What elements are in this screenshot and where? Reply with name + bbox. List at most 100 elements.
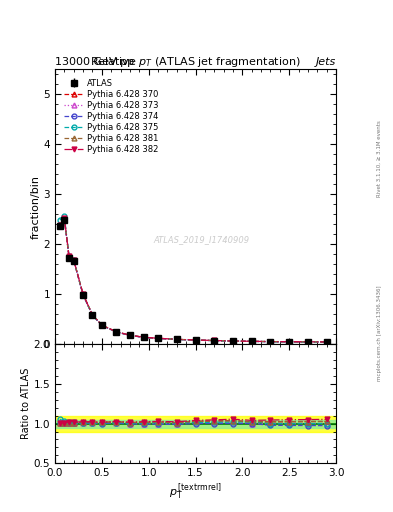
Text: Rivet 3.1.10, ≥ 3.1M events: Rivet 3.1.10, ≥ 3.1M events bbox=[377, 120, 382, 197]
Pythia 6.428 382 bbox=[324, 339, 329, 345]
Pythia 6.428 374 bbox=[324, 339, 329, 345]
Pythia 6.428 373 bbox=[174, 336, 179, 343]
Pythia 6.428 370 bbox=[324, 339, 329, 345]
Pythia 6.428 381 bbox=[174, 336, 179, 343]
Pythia 6.428 374 bbox=[141, 334, 146, 340]
Pythia 6.428 373 bbox=[81, 292, 86, 298]
Pythia 6.428 381 bbox=[62, 216, 67, 222]
Pythia 6.428 381 bbox=[287, 338, 292, 345]
Legend: ATLAS, Pythia 6.428 370, Pythia 6.428 373, Pythia 6.428 374, Pythia 6.428 375, P: ATLAS, Pythia 6.428 370, Pythia 6.428 37… bbox=[61, 75, 162, 157]
Pythia 6.428 381 bbox=[193, 337, 198, 343]
Pythia 6.428 382 bbox=[81, 291, 86, 297]
Pythia 6.428 373 bbox=[99, 322, 104, 328]
Pythia 6.428 373 bbox=[156, 335, 160, 342]
Pythia 6.428 382 bbox=[174, 336, 179, 343]
Pythia 6.428 375 bbox=[57, 217, 62, 223]
Pythia 6.428 373 bbox=[324, 339, 329, 345]
Pythia 6.428 373 bbox=[57, 223, 62, 229]
Line: Pythia 6.428 374: Pythia 6.428 374 bbox=[57, 217, 329, 345]
Pythia 6.428 382 bbox=[99, 322, 104, 328]
Pythia 6.428 381 bbox=[268, 338, 273, 345]
Pythia 6.428 370 bbox=[287, 338, 292, 345]
Pythia 6.428 374 bbox=[193, 337, 198, 343]
Line: Pythia 6.428 373: Pythia 6.428 373 bbox=[57, 217, 329, 345]
Pythia 6.428 374 bbox=[57, 223, 62, 229]
Pythia 6.428 375 bbox=[231, 338, 235, 344]
Pythia 6.428 370 bbox=[67, 254, 72, 260]
Pythia 6.428 373 bbox=[231, 338, 235, 344]
Pythia 6.428 382 bbox=[128, 332, 132, 338]
Pythia 6.428 373 bbox=[287, 339, 292, 345]
Pythia 6.428 382 bbox=[57, 222, 62, 228]
Pythia 6.428 373 bbox=[128, 332, 132, 338]
Line: Pythia 6.428 375: Pythia 6.428 375 bbox=[57, 214, 329, 345]
Pythia 6.428 375 bbox=[62, 214, 67, 220]
Pythia 6.428 382 bbox=[62, 216, 67, 222]
Bar bbox=[55, 416, 336, 432]
Pythia 6.428 370 bbox=[268, 338, 273, 345]
Text: 13000 GeV pp: 13000 GeV pp bbox=[55, 56, 134, 67]
Pythia 6.428 381 bbox=[212, 337, 217, 344]
Pythia 6.428 375 bbox=[324, 339, 329, 345]
Pythia 6.428 374 bbox=[174, 336, 179, 343]
Text: ATLAS_2019_I1740909: ATLAS_2019_I1740909 bbox=[153, 235, 249, 244]
Pythia 6.428 381 bbox=[67, 254, 72, 260]
Text: mcplots.cern.ch [arXiv:1306.3436]: mcplots.cern.ch [arXiv:1306.3436] bbox=[377, 285, 382, 380]
Pythia 6.428 373 bbox=[268, 338, 273, 345]
Pythia 6.428 381 bbox=[128, 332, 132, 338]
Line: Pythia 6.428 370: Pythia 6.428 370 bbox=[57, 217, 329, 345]
Pythia 6.428 370 bbox=[193, 337, 198, 343]
Pythia 6.428 373 bbox=[212, 337, 217, 344]
Pythia 6.428 374 bbox=[287, 339, 292, 345]
Pythia 6.428 373 bbox=[114, 329, 118, 335]
Pythia 6.428 375 bbox=[128, 332, 132, 338]
Pythia 6.428 370 bbox=[212, 337, 217, 344]
Pythia 6.428 374 bbox=[81, 292, 86, 298]
Pythia 6.428 374 bbox=[231, 338, 235, 344]
Pythia 6.428 373 bbox=[250, 338, 254, 345]
Pythia 6.428 382 bbox=[250, 338, 254, 345]
Pythia 6.428 381 bbox=[81, 291, 86, 297]
Pythia 6.428 370 bbox=[250, 338, 254, 345]
Pythia 6.428 374 bbox=[114, 329, 118, 335]
Pythia 6.428 382 bbox=[287, 338, 292, 345]
Pythia 6.428 375 bbox=[193, 337, 198, 343]
Pythia 6.428 373 bbox=[193, 337, 198, 343]
Pythia 6.428 374 bbox=[268, 338, 273, 345]
Pythia 6.428 382 bbox=[72, 257, 76, 263]
Pythia 6.428 374 bbox=[306, 339, 310, 345]
Pythia 6.428 381 bbox=[250, 338, 254, 345]
Pythia 6.428 373 bbox=[141, 334, 146, 340]
Pythia 6.428 370 bbox=[141, 334, 146, 340]
Pythia 6.428 382 bbox=[231, 338, 235, 344]
Pythia 6.428 374 bbox=[156, 335, 160, 342]
Pythia 6.428 373 bbox=[67, 254, 72, 261]
Pythia 6.428 370 bbox=[99, 322, 104, 328]
Pythia 6.428 382 bbox=[90, 312, 95, 318]
Pythia 6.428 374 bbox=[72, 258, 76, 264]
X-axis label: $p_\mathrm{T}^{\,\mathrm{[textrm{rel}]}}$: $p_\mathrm{T}^{\,\mathrm{[textrm{rel}]}}… bbox=[169, 481, 222, 502]
Pythia 6.428 382 bbox=[212, 337, 217, 344]
Pythia 6.428 374 bbox=[99, 323, 104, 329]
Pythia 6.428 375 bbox=[287, 339, 292, 345]
Pythia 6.428 374 bbox=[62, 217, 67, 223]
Pythia 6.428 373 bbox=[62, 217, 67, 223]
Pythia 6.428 381 bbox=[156, 335, 160, 342]
Pythia 6.428 370 bbox=[90, 312, 95, 318]
Pythia 6.428 370 bbox=[57, 222, 62, 228]
Pythia 6.428 381 bbox=[90, 312, 95, 318]
Pythia 6.428 374 bbox=[67, 254, 72, 261]
Pythia 6.428 370 bbox=[128, 332, 132, 338]
Title: Relative $p_{T}$ (ATLAS jet fragmentation): Relative $p_{T}$ (ATLAS jet fragmentatio… bbox=[90, 55, 301, 69]
Pythia 6.428 375 bbox=[90, 312, 95, 318]
Pythia 6.428 382 bbox=[114, 329, 118, 335]
Pythia 6.428 375 bbox=[306, 339, 310, 345]
Pythia 6.428 381 bbox=[231, 338, 235, 344]
Line: Pythia 6.428 381: Pythia 6.428 381 bbox=[57, 217, 329, 345]
Pythia 6.428 375 bbox=[268, 338, 273, 345]
Pythia 6.428 381 bbox=[99, 322, 104, 328]
Pythia 6.428 382 bbox=[306, 339, 310, 345]
Pythia 6.428 373 bbox=[90, 312, 95, 318]
Pythia 6.428 370 bbox=[156, 335, 160, 342]
Pythia 6.428 375 bbox=[114, 329, 118, 335]
